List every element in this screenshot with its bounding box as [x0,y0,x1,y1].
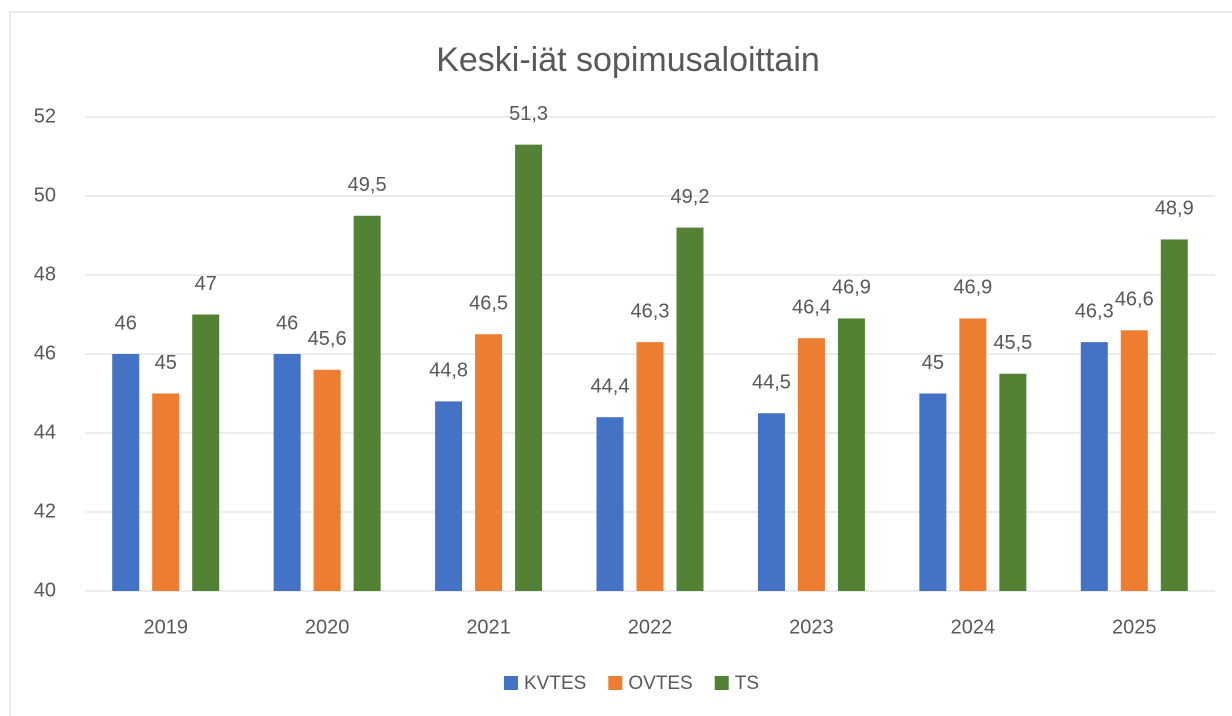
y-tick-label: 40 [34,579,56,601]
value-label: 44,5 [752,372,791,394]
y-tick-label: 50 [34,184,56,206]
bar [353,215,381,591]
value-label: 51,3 [509,103,548,125]
value-label: 46,4 [792,296,831,318]
bar [959,318,987,591]
bar [435,401,463,591]
bar [152,393,180,591]
value-label: 46 [115,312,137,334]
bar [837,318,865,591]
chart-title: Keski-iät sopimusaloittain [436,41,820,79]
x-tick-label: 2023 [789,616,834,638]
bar [273,354,301,591]
y-tick-label: 46 [34,342,56,364]
value-label: 46 [276,312,298,334]
value-label: 45,6 [308,328,347,350]
y-tick-label: 52 [34,105,56,127]
y-tick-label: 42 [34,500,56,522]
bar [999,373,1027,591]
bar [1080,342,1108,591]
bar [112,354,140,591]
x-tick-label: 2019 [143,616,188,638]
value-label: 49,5 [348,174,387,196]
value-label: 46,6 [1115,289,1154,311]
bar [1120,330,1148,591]
bar [475,334,503,591]
x-tick-label: 2025 [1112,616,1157,638]
y-tick-label: 48 [34,263,56,285]
value-label: 46,9 [953,277,992,299]
x-tick-label: 2021 [466,616,511,638]
value-label: 46,3 [631,300,670,322]
bar [797,338,825,591]
legend-label: TS [735,673,759,694]
y-tick-label: 44 [34,421,56,443]
legend-swatch [714,676,729,690]
bar [636,342,664,591]
value-label: 46,9 [832,277,871,299]
x-tick-label: 2024 [951,616,996,638]
legend-swatch [504,676,518,690]
bar [1160,239,1188,591]
value-label: 44,4 [591,375,630,397]
value-label: 45,5 [993,332,1032,354]
legend-label: KVTES [524,673,586,694]
value-label: 46,5 [469,293,508,315]
value-label: 46,3 [1075,300,1114,322]
value-label: 44,8 [429,360,468,382]
value-label: 49,2 [671,186,710,208]
x-tick-label: 2020 [305,616,350,638]
bar [919,393,947,591]
value-label: 45 [922,352,944,374]
x-tick-label: 2022 [628,616,673,638]
bar [313,369,341,591]
bar [596,417,624,591]
bar [515,144,543,591]
value-label: 47 [195,273,217,295]
legend-label: OVTES [628,673,692,694]
bar [757,413,785,591]
value-label: 48,9 [1155,198,1194,220]
value-label: 45 [155,352,177,374]
bar [192,314,220,591]
legend-swatch [608,676,623,690]
bar [676,227,704,591]
